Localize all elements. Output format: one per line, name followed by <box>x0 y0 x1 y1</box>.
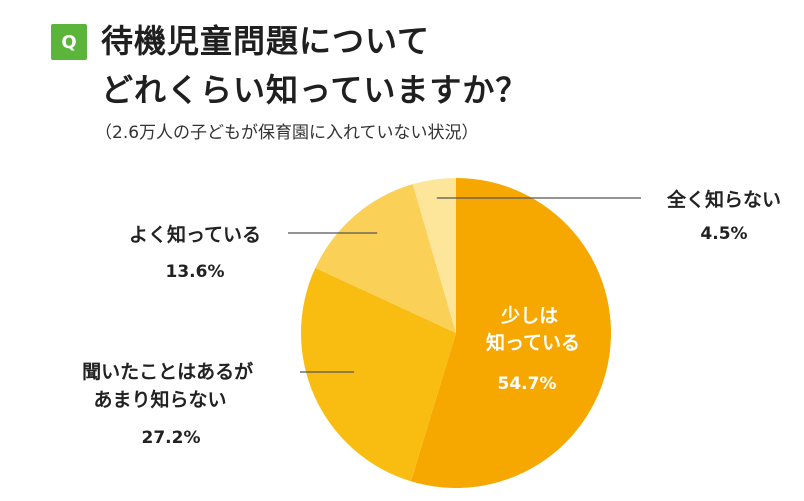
slice-label-somewhat-know: 少しは 知っている <box>486 305 580 354</box>
pie-slices <box>301 178 612 488</box>
slice-label-heard-of-line2: あまり知らない <box>93 388 226 411</box>
slice-somewhat-know <box>410 178 612 488</box>
slice-not-at-all <box>412 178 456 333</box>
title-line-2: どれくらい知っていますか？ <box>101 71 529 109</box>
slice-label-somewhat-know-line1: 少しは <box>500 305 558 327</box>
question-badge: Q <box>51 24 87 60</box>
slice-label-somewhat-know-line2: 知っている <box>486 331 580 354</box>
slice-heard-of <box>301 267 456 482</box>
slice-value-know-well: 13.6% <box>166 262 225 282</box>
title-line-1: 待機児童問題について <box>101 22 431 60</box>
chart-subtitle: （2.6万人の子どもが保育園に入れていない状況） <box>95 123 479 143</box>
slice-label-heard-of: 聞いたことはあるが あまり知らない <box>82 360 260 411</box>
slice-value-somewhat-know: 54.7% <box>498 374 557 394</box>
chart-title: 待機児童問題について どれくらい知っていますか？ <box>101 17 528 115</box>
slice-label-heard-of-line1: 聞いたことはあるが <box>82 360 253 383</box>
slice-label-know-well: よく知っている <box>129 223 261 246</box>
slice-value-heard-of: 27.2% <box>142 428 201 448</box>
slice-value-not-at-all: 4.5% <box>700 224 747 244</box>
leader-lines <box>288 197 641 373</box>
slice-label-not-at-all: 全く知らない <box>666 188 781 211</box>
slice-know-well <box>315 184 456 333</box>
